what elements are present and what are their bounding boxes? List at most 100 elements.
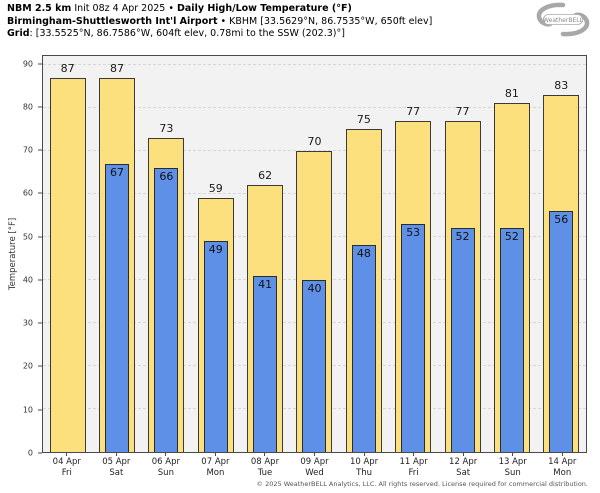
x-tick-date: 07 Apr (201, 457, 230, 467)
x-tick-day: Wed (305, 467, 324, 478)
footer-copyright: © 2025 WeatherBELL Analytics, LLC. All r… (256, 480, 588, 488)
bar-group: 75 48 (339, 56, 388, 452)
weatherbell-logo-text: WeatherBELL (543, 17, 584, 24)
header-grid-details: : [33.5525°N, 86.7586°W, 604ft elev, 0.7… (29, 28, 345, 40)
high-value-label: 83 (554, 78, 569, 92)
y-tick-label: 60 (22, 188, 33, 198)
x-tick: 04 Apr Fri (42, 453, 92, 478)
high-value-label: 62 (258, 169, 273, 183)
x-tick-mark (512, 453, 514, 456)
gridline (43, 149, 586, 151)
x-tick-date: 12 Apr (449, 457, 478, 467)
header-title: Daily High/Low Temperature (°F) (177, 3, 352, 14)
low-value-label: 48 (356, 247, 371, 261)
x-tick: 05 Apr Sat (92, 453, 142, 478)
x-tick-date: 10 Apr (349, 457, 379, 467)
bar-group: 87 67 (92, 56, 141, 452)
x-tick: 10 Apr Thu (339, 453, 389, 478)
header-line-3: Grid: [33.5525°N, 86.7586°W, 604ft elev,… (7, 28, 432, 41)
x-tick-day: Sat (456, 467, 471, 478)
bar-group: 77 52 (438, 56, 487, 452)
x-tick-mark (314, 453, 315, 456)
x-tick-mark (413, 453, 415, 456)
x-tick: 14 Apr Mon (537, 453, 587, 478)
high-value-label: 87 (60, 61, 75, 75)
y-tick-label: 90 (22, 59, 33, 69)
x-tick-day: Mon (206, 467, 225, 478)
y-tick-label: 10 (22, 405, 33, 415)
low-value-label: 53 (406, 225, 421, 239)
header-station-details: KBHM [33.5629°N, 86.7535°W, 650ft elev] (229, 15, 433, 27)
x-tick-mark (214, 453, 216, 456)
low-value-label: 66 (159, 169, 174, 183)
header-bullet-1: • (168, 3, 174, 14)
x-tick-date: 14 Apr (548, 457, 577, 467)
bar-group: 81 52 (487, 56, 536, 452)
y-tick-label: 70 (22, 145, 33, 155)
x-tick-date: 04 Apr (52, 457, 81, 467)
y-tick-label: 50 (22, 232, 33, 242)
x-tick-day: Fri (61, 467, 72, 478)
y-tick-mark (38, 106, 42, 108)
weatherbell-logo-icon: WeatherBELL (536, 2, 590, 37)
low-bar: 48 (351, 245, 376, 452)
x-tick-mark (363, 453, 365, 456)
bar-group: 87 (43, 56, 92, 452)
high-value-label: 73 (159, 121, 174, 135)
x-tick-mark (462, 453, 464, 456)
gridline (43, 106, 586, 108)
high-value-label: 77 (406, 104, 421, 118)
x-tick-mark (115, 453, 117, 456)
x-tick-date: 09 Apr (300, 457, 329, 467)
x-tick-date: 11 Apr (399, 457, 428, 467)
x-tick-date: 13 Apr (498, 457, 527, 467)
header-bullet-2: • (220, 15, 227, 27)
low-value-label: 56 (554, 212, 569, 226)
header-line-1: NBM 2.5 km Init 08z 4 Apr 2025 • Daily H… (7, 3, 432, 16)
x-tick-mark (165, 453, 167, 456)
x-tick-day: Sun (157, 467, 174, 478)
y-axis: 0 10 20 30 40 50 60 70 80 90 (0, 55, 42, 458)
high-value-label: 81 (504, 87, 519, 101)
header-line-2: Birmingham-Shuttlesworth Int'l Airport •… (7, 16, 432, 29)
low-bar: 56 (549, 210, 574, 452)
gridline (43, 63, 586, 65)
plot-area: 87 87 67 73 66 59 49 62 41 70 40 75 48 77 53 77 52 81 52 83… (42, 55, 587, 453)
y-tick-label: 20 (22, 361, 33, 371)
y-tick-label: 30 (22, 318, 33, 328)
bar-group: 77 53 (389, 56, 438, 452)
x-tick: 11 Apr Fri (389, 453, 439, 478)
y-tick-mark (38, 409, 42, 411)
y-tick-mark (38, 63, 42, 65)
bar-group: 62 41 (240, 56, 289, 452)
y-tick-label: 80 (22, 102, 33, 112)
high-value-label: 59 (208, 182, 223, 196)
x-tick-day: Thu (356, 467, 373, 478)
y-tick-mark (38, 149, 42, 151)
high-value-label: 77 (455, 104, 470, 118)
header-product: NBM 2.5 km (7, 3, 72, 14)
bar-group: 73 66 (142, 56, 191, 452)
x-tick-mark (264, 453, 266, 456)
low-bar: 40 (302, 279, 327, 452)
x-tick-day: Tue (257, 467, 273, 478)
low-value-label: 40 (307, 281, 322, 295)
low-value-label: 52 (504, 230, 519, 244)
x-tick-date: 08 Apr (250, 457, 280, 467)
low-bar: 66 (154, 167, 179, 452)
y-tick-mark (38, 279, 42, 281)
y-tick-label: 0 (27, 448, 33, 458)
bar-group: 83 56 (537, 56, 586, 452)
low-value-label: 41 (258, 277, 273, 291)
high-bar (49, 77, 86, 452)
x-tick: 06 Apr Sun (141, 453, 191, 478)
x-tick-day: Sun (504, 467, 521, 478)
header-grid-label: Grid (7, 28, 30, 40)
low-bar: 49 (203, 241, 228, 452)
y-tick-label: 40 (22, 275, 33, 285)
bars: 87 87 67 73 66 59 49 62 41 70 40 75 48 77 53 77 52 81 52 83… (43, 56, 586, 452)
x-tick: 08 Apr Tue (240, 453, 290, 478)
header-station: Birmingham-Shuttlesworth Int'l Airport (7, 15, 218, 27)
chart-header: NBM 2.5 km Init 08z 4 Apr 2025 • Daily H… (7, 3, 432, 41)
